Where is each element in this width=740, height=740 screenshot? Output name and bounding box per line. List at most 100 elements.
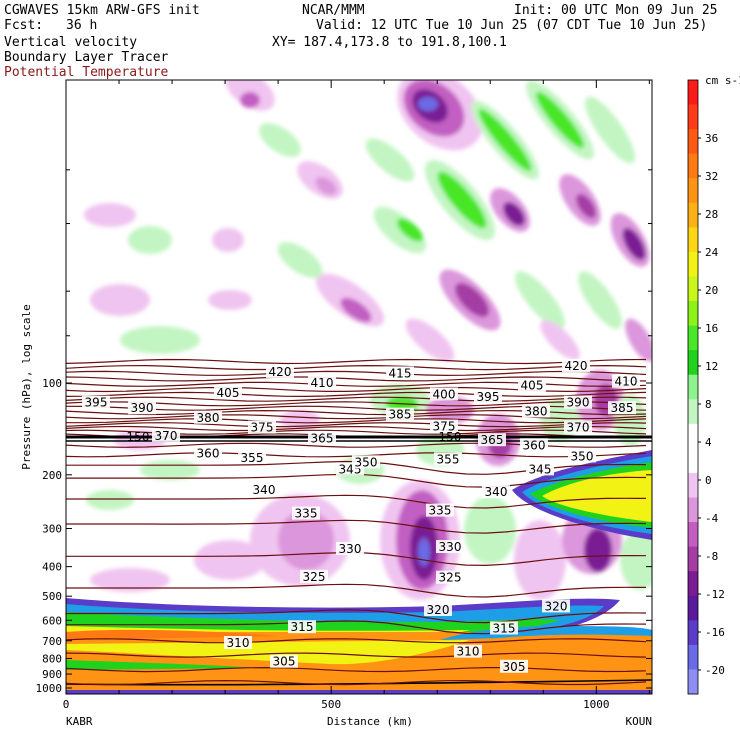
theta-contour [66, 358, 647, 365]
theta-label-bg [482, 485, 510, 499]
theta-label: 395 [85, 396, 108, 410]
colorbar-swatch [688, 571, 698, 597]
colorbar-swatch [688, 153, 698, 179]
colorbar-swatch [688, 374, 698, 400]
theta-label: 365 [311, 431, 334, 445]
colorbar-swatch [688, 325, 698, 351]
theta-label-bg [238, 450, 266, 464]
theta-label: 380 [197, 411, 220, 425]
y-axis-label: Pressure (hPa), log scale [20, 304, 33, 470]
colorbar-label: 32 [705, 170, 718, 183]
y-tick-label: 100 [42, 377, 62, 390]
colorbar-label: -20 [705, 664, 725, 677]
y-tick-label: 1000 [36, 682, 63, 695]
cross-section-endpoints: XY= 187.4,173.8 to 191.8,100.1 [272, 35, 507, 50]
theta-label-bg [522, 404, 550, 418]
theta-label-bg [430, 419, 458, 433]
theta-label: 310 [227, 636, 250, 650]
colorbar-swatch [688, 227, 698, 253]
theta-label-bg [434, 452, 462, 466]
colorbar-label: -8 [705, 550, 718, 563]
theta-label: 405 [521, 379, 544, 393]
theta-label-bg [214, 386, 242, 400]
theta-contour [66, 519, 647, 534]
theta-label-bg [520, 438, 548, 452]
field-boundary-layer-tracer: Boundary Layer Tracer [4, 50, 169, 65]
colorbar: 36 32 28 24 20 16 12 8 4 0 -4 -8 -12 -16 -20 [687, 79, 725, 695]
theta-label-bg [386, 407, 414, 421]
theta-label: 325 [439, 571, 462, 585]
theta-label: 305 [273, 655, 296, 669]
colorbar-label: -12 [705, 588, 725, 601]
theta-label-bg [568, 449, 596, 463]
theta-label-bg [336, 541, 364, 555]
field-potential-temperature: Potential Temperature [4, 65, 169, 80]
theta-label: 405 [217, 386, 240, 400]
theta-label-bg [500, 659, 528, 673]
theta-contour [66, 620, 647, 635]
theta-label: 385 [611, 401, 634, 415]
colorbar-swatch [688, 497, 698, 523]
theta-label-bg [474, 389, 502, 403]
theta-label: 395 [477, 390, 500, 404]
theta-contour [66, 442, 647, 448]
theta-label: 370 [155, 429, 178, 443]
colorbar-swatch [688, 350, 698, 376]
theta-label-bg [424, 603, 452, 617]
theta-label-bg [152, 428, 180, 442]
colorbar-swatch [688, 399, 698, 425]
colorbar-label: 20 [705, 284, 718, 297]
colorbar-swatch [688, 546, 698, 572]
theta-label-bg [248, 420, 276, 434]
theta-contour [66, 583, 647, 598]
colorbar-swatch [688, 669, 698, 695]
theta-label-bg [430, 387, 458, 401]
theta-label: 360 [523, 438, 546, 452]
theta-label-bg [478, 433, 506, 447]
theta-label: 400 [433, 387, 456, 401]
theta-label: 355 [241, 451, 264, 465]
theta-label-bg [308, 376, 336, 389]
theta-label-bg [266, 364, 294, 378]
x-tick-label: 1000 [583, 698, 610, 711]
theta-contour [66, 666, 647, 673]
field-vertical-velocity: Vertical velocity [4, 35, 138, 50]
theta-label-bg [426, 503, 454, 517]
colorbar-label: 0 [705, 474, 712, 487]
theta-label: 380 [525, 404, 548, 418]
theta-label: 350 [355, 455, 378, 469]
theta-label-bg [436, 570, 464, 584]
theta-label-bg [352, 455, 380, 469]
theta-contour [66, 376, 647, 382]
theta-label: 410 [311, 376, 334, 390]
organization-label: NCAR/MMM [302, 3, 365, 18]
colorbar-label: -4 [705, 512, 719, 525]
theta-label-bg [250, 482, 278, 496]
colorbar-swatch [688, 104, 698, 130]
theta-contour [66, 494, 647, 509]
colorbar-swatch [688, 620, 698, 646]
colorbar-swatch [688, 423, 698, 449]
colorbar-label: 4 [705, 436, 712, 449]
theta-label: 420 [269, 365, 292, 379]
theta-label: 335 [429, 504, 452, 518]
colorbar-label: 24 [705, 246, 719, 259]
theta-contour [66, 425, 647, 432]
colorbar-label: 28 [705, 208, 718, 221]
theta-label-bg [82, 395, 110, 409]
theta-label-bg [612, 374, 640, 388]
y-tick-label: 500 [42, 590, 62, 603]
colorbar-swatch [688, 178, 698, 204]
theta-label-bg [490, 621, 518, 635]
theta-label-bg [386, 366, 414, 380]
theta-label: 385 [389, 408, 412, 422]
theta-label: 340 [485, 485, 508, 499]
init-time: Init: 00 UTC Mon 09 Jun 25 [514, 3, 718, 18]
theta-label: 340 [253, 483, 276, 497]
colorbar-swatch [688, 472, 698, 499]
y-tick-label: 600 [42, 614, 62, 627]
theta-label: 390 [131, 401, 154, 415]
theta-label-bg [270, 654, 298, 668]
theta-contour [66, 386, 647, 393]
theta-contour [66, 381, 647, 387]
